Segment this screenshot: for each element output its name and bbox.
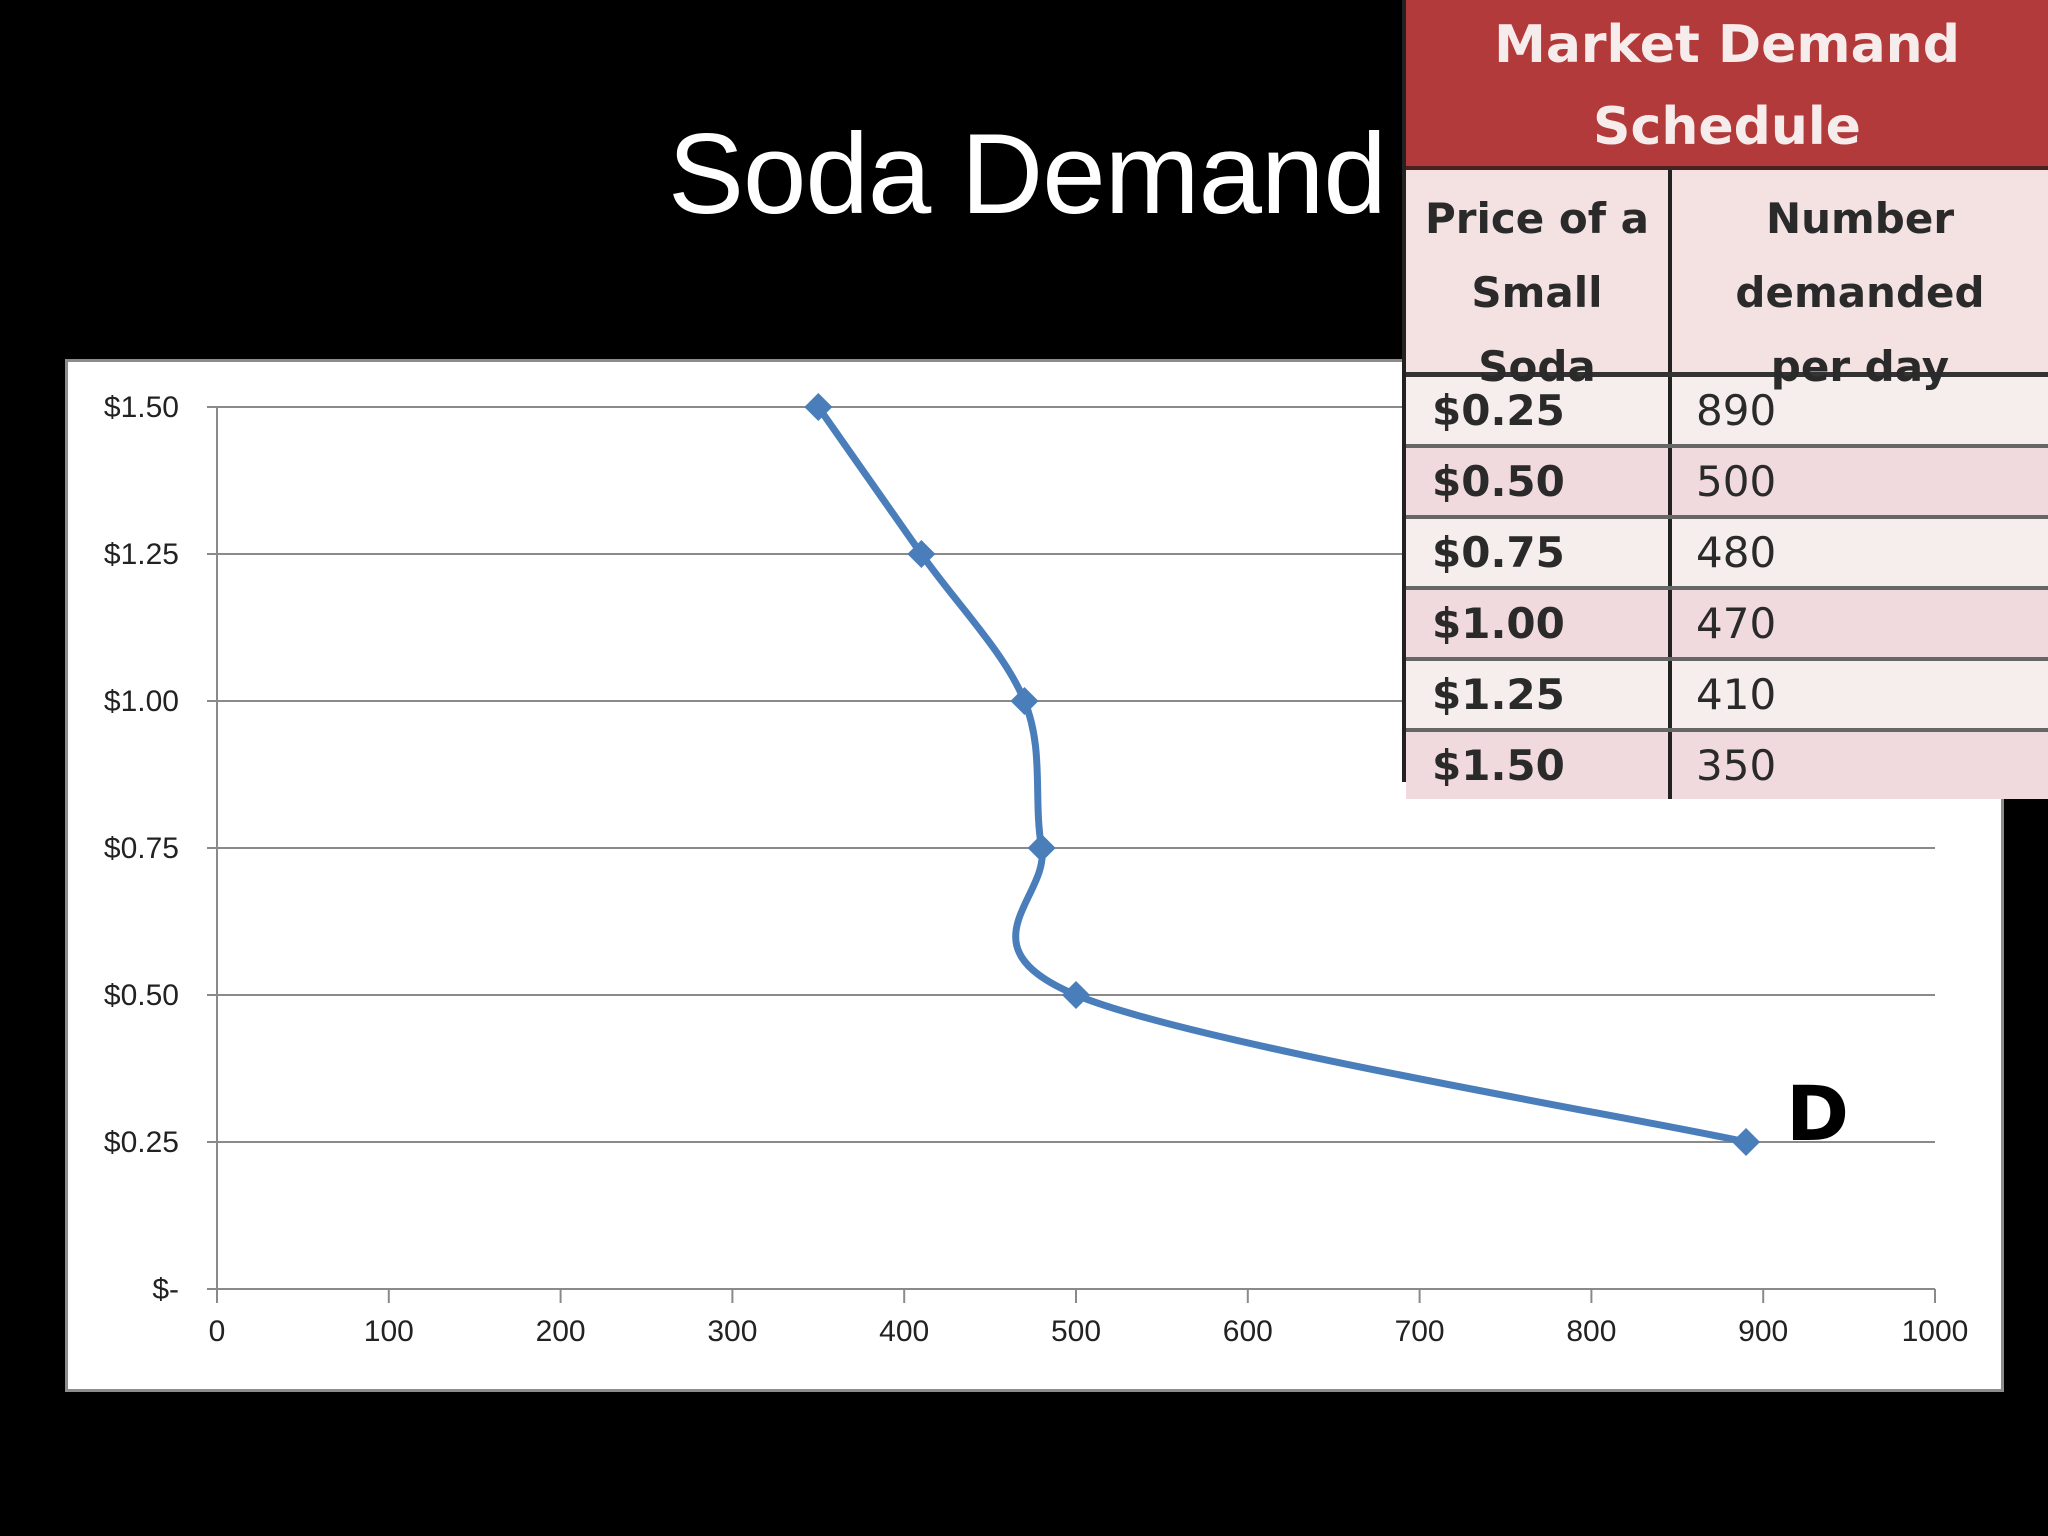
x-tick-label: 700 xyxy=(1395,1315,1445,1348)
y-tick-label: $0.75 xyxy=(104,832,179,865)
x-tick-label: 100 xyxy=(364,1315,414,1348)
x-tick-label: 800 xyxy=(1566,1315,1616,1348)
x-tick-label: 600 xyxy=(1223,1315,1273,1348)
market-demand-schedule-table: Market Demand Schedule Price of a Small … xyxy=(1402,0,2048,799)
x-tick-label: 500 xyxy=(1051,1315,1101,1348)
quantity-cell: 350 xyxy=(1696,741,1777,790)
table-row: $0.75 480 xyxy=(1406,519,2048,590)
chart-plot-area: $-$0.25$0.50$0.75$1.00$1.25$1.500 100 200 3… xyxy=(104,391,1969,1348)
y-tick-label: $1.50 xyxy=(104,391,179,424)
quantity-cell: 480 xyxy=(1696,528,1777,577)
schedule-header-row: Price of a Small Soda Number demanded pe… xyxy=(1406,170,2048,391)
schedule-title: Market Demand Schedule xyxy=(1406,0,2048,170)
header-price-line: Small xyxy=(1471,268,1603,317)
table-row: $1.50 350 xyxy=(1406,732,2048,799)
table-row: $1.00 470 xyxy=(1406,590,2048,661)
y-tick-label: $1.25 xyxy=(104,538,179,571)
schedule-title-line2: Schedule xyxy=(1593,97,1861,157)
table-row: $0.50 500 xyxy=(1406,448,2048,519)
price-cell: $0.50 xyxy=(1406,448,1672,515)
diamond-marker-icon xyxy=(1027,834,1056,862)
header-price: Price of a Small Soda xyxy=(1406,170,1672,391)
demand-curve-label: D xyxy=(1786,1069,1849,1158)
schedule-body: $0.25 890 $0.50 500 $0.75 480 $1.00 470 … xyxy=(1406,377,2048,799)
quantity-cell: 470 xyxy=(1696,599,1777,648)
header-qty-line: per day xyxy=(1770,342,1950,391)
y-tick-label: $0.50 xyxy=(104,979,179,1012)
diamond-marker-icon xyxy=(907,540,936,568)
diamond-marker-icon xyxy=(804,393,833,421)
header-price-line: Price of a xyxy=(1425,194,1649,243)
x-tick-label: 400 xyxy=(879,1315,929,1348)
header-qty-line: Number xyxy=(1765,194,1955,243)
quantity-cell: 500 xyxy=(1696,457,1777,506)
diamond-marker-icon xyxy=(1062,981,1090,1009)
table-row: $0.25 890 xyxy=(1406,377,2048,448)
x-tick-label: 1000 xyxy=(1902,1315,1969,1348)
schedule-title-line1: Market Demand xyxy=(1494,15,1960,75)
header-qty-line: demanded xyxy=(1735,268,1985,317)
table-row: $1.25 410 xyxy=(1406,661,2048,732)
slide-title: Soda Demand xyxy=(668,111,1387,238)
y-tick-label: $0.25 xyxy=(104,1126,179,1159)
price-cell: $1.25 xyxy=(1406,661,1672,728)
y-tick-label: $1.00 xyxy=(104,685,179,718)
diamond-marker-icon xyxy=(1732,1128,1761,1156)
x-tick-label: 0 xyxy=(209,1315,226,1348)
x-tick-label: 200 xyxy=(536,1315,586,1348)
x-tick-label: 300 xyxy=(707,1315,757,1348)
x-tick-label: 900 xyxy=(1738,1315,1788,1348)
quantity-cell: 410 xyxy=(1696,670,1777,719)
price-cell: $1.50 xyxy=(1406,732,1672,799)
quantity-cell: 890 xyxy=(1696,386,1777,435)
y-tick-label: $- xyxy=(152,1273,179,1306)
price-cell: $0.75 xyxy=(1406,519,1672,586)
diamond-marker-icon xyxy=(1010,687,1039,715)
header-price-line: Soda xyxy=(1478,342,1596,391)
price-cell: $1.00 xyxy=(1406,590,1672,657)
header-quantity: Number demanded per day xyxy=(1672,170,2048,391)
price-cell: $0.25 xyxy=(1406,377,1672,444)
